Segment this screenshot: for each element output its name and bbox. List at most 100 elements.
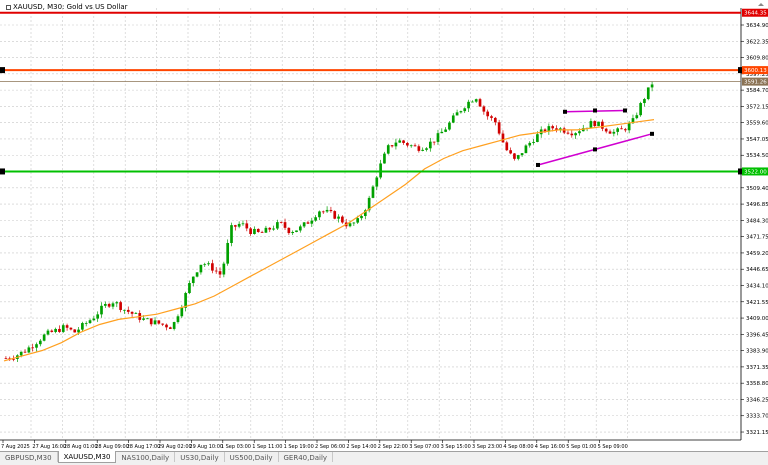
- y-tick-label: 3597.25: [746, 72, 768, 78]
- candle-body: [157, 320, 161, 324]
- x-tick-label: 29 Aug 02:00: [158, 444, 192, 450]
- candle-body: [199, 264, 203, 273]
- candle-body: [27, 347, 31, 353]
- trendline-anchor[interactable]: [563, 109, 567, 114]
- candle-body: [383, 153, 386, 164]
- candle-body: [218, 271, 222, 275]
- plot-area: [0, 8, 741, 440]
- candle-body: [589, 121, 593, 128]
- x-tick-label: 28 Aug 01:00: [64, 444, 98, 450]
- candle-body: [253, 228, 256, 234]
- orange-level-handle[interactable]: [738, 67, 743, 74]
- candle-body: [482, 106, 486, 112]
- candle-body: [421, 149, 425, 151]
- tab-gbpusd-m30[interactable]: GBPUSD,M30: [0, 452, 58, 462]
- trendline-anchor[interactable]: [623, 108, 627, 113]
- green-level-price-badge: [742, 167, 768, 176]
- green-level-price-label: 3522.00: [744, 169, 767, 175]
- green-level-handle[interactable]: [0, 168, 5, 175]
- tab-xauusd-m30[interactable]: XAUUSD,M30: [57, 451, 117, 463]
- tab-us30-daily[interactable]: US30,Daily: [175, 452, 225, 462]
- y-tick-label: 3396.45: [746, 332, 768, 338]
- candle-body: [207, 263, 210, 265]
- candle-body: [226, 242, 230, 264]
- candle-body: [337, 216, 340, 219]
- candle-body: [191, 276, 195, 284]
- candle-body: [428, 141, 432, 149]
- candle-body: [371, 186, 375, 198]
- x-tick-label: 4 Sep 08:00: [503, 444, 533, 450]
- candle-body: [620, 128, 623, 130]
- candle-body: [536, 134, 539, 142]
- tab-us500-daily[interactable]: US500,Daily: [225, 452, 279, 462]
- candle-body: [23, 351, 27, 353]
- y-tick-label: 3459.20: [746, 251, 768, 257]
- candle-body: [562, 128, 566, 133]
- candle-body: [134, 313, 138, 314]
- y-tick-label: 3321.15: [746, 430, 768, 436]
- candle-body: [195, 272, 199, 277]
- candle-body: [329, 209, 333, 212]
- y-tick-label: 3622.35: [746, 39, 768, 45]
- candle-body: [279, 222, 283, 223]
- candle-body: [532, 141, 535, 143]
- symbol-tabs: GBPUSD,M30 XAUUSD,M30 NAS100,Daily US30,Dai…: [0, 451, 768, 465]
- candle-body: [149, 318, 153, 325]
- candle-body: [406, 142, 409, 146]
- y-tick-label: 3496.85: [746, 202, 768, 208]
- price-chart[interactable]: 3634.90 3622.35 3609.80 3597.25 3584.70 3572.…: [0, 0, 768, 451]
- tab-ger40-daily[interactable]: GER40,Daily: [279, 452, 334, 462]
- candle-body: [348, 223, 352, 227]
- scroll-marker-icon[interactable]: [758, 3, 764, 6]
- candle-body: [425, 148, 428, 150]
- x-tick-label: 5 Sep 01:00: [566, 444, 596, 450]
- candle-body: [497, 122, 501, 134]
- candle-body: [547, 126, 551, 132]
- candle-body: [146, 318, 149, 320]
- candle-body: [100, 305, 103, 315]
- y-tick-label: 3534.50: [746, 153, 768, 159]
- candle-body: [176, 316, 180, 323]
- y-tick-label: 3333.70: [746, 414, 768, 420]
- candle-body: [287, 227, 291, 234]
- candle-body: [222, 263, 226, 275]
- candle-body: [616, 128, 620, 132]
- candle-body: [203, 264, 207, 266]
- candle-body: [230, 225, 233, 243]
- candle-body: [241, 223, 245, 225]
- trendline-anchor[interactable]: [650, 131, 654, 136]
- trendline-anchor[interactable]: [536, 162, 540, 167]
- candle-body: [639, 103, 642, 116]
- candle-body: [249, 228, 252, 234]
- candle-body: [574, 133, 577, 136]
- candle-body: [597, 121, 600, 127]
- x-tick-label: 29 Aug 10:00: [189, 444, 223, 450]
- candle-body: [291, 232, 295, 234]
- candle-body: [188, 283, 191, 294]
- x-tick-label: 3 Sep 15:00: [441, 444, 471, 450]
- candle-body: [77, 329, 80, 333]
- candle-body: [528, 142, 532, 146]
- candle-body: [88, 320, 92, 324]
- candle-body: [417, 146, 421, 151]
- tab-nas100-daily[interactable]: NAS100,Daily: [116, 452, 176, 462]
- candle-body: [306, 222, 310, 224]
- candle-body: [46, 330, 50, 335]
- green-level-handle[interactable]: [738, 168, 743, 175]
- trendline-anchor[interactable]: [593, 147, 597, 152]
- candle-body: [318, 211, 321, 218]
- candle-body: [211, 263, 214, 271]
- candle-body: [367, 197, 371, 211]
- trendline-anchor[interactable]: [593, 108, 597, 113]
- candle-body: [264, 227, 268, 233]
- candle-body: [96, 314, 100, 319]
- candle-body: [233, 225, 237, 227]
- candle-body: [123, 309, 126, 311]
- candle-body: [543, 129, 547, 132]
- orange-level-handle[interactable]: [0, 67, 5, 74]
- candle-body: [153, 320, 157, 325]
- candle-body: [436, 133, 440, 142]
- y-tick-label: 3572.15: [746, 104, 768, 110]
- candle-body: [58, 328, 61, 332]
- candle-body: [601, 121, 604, 129]
